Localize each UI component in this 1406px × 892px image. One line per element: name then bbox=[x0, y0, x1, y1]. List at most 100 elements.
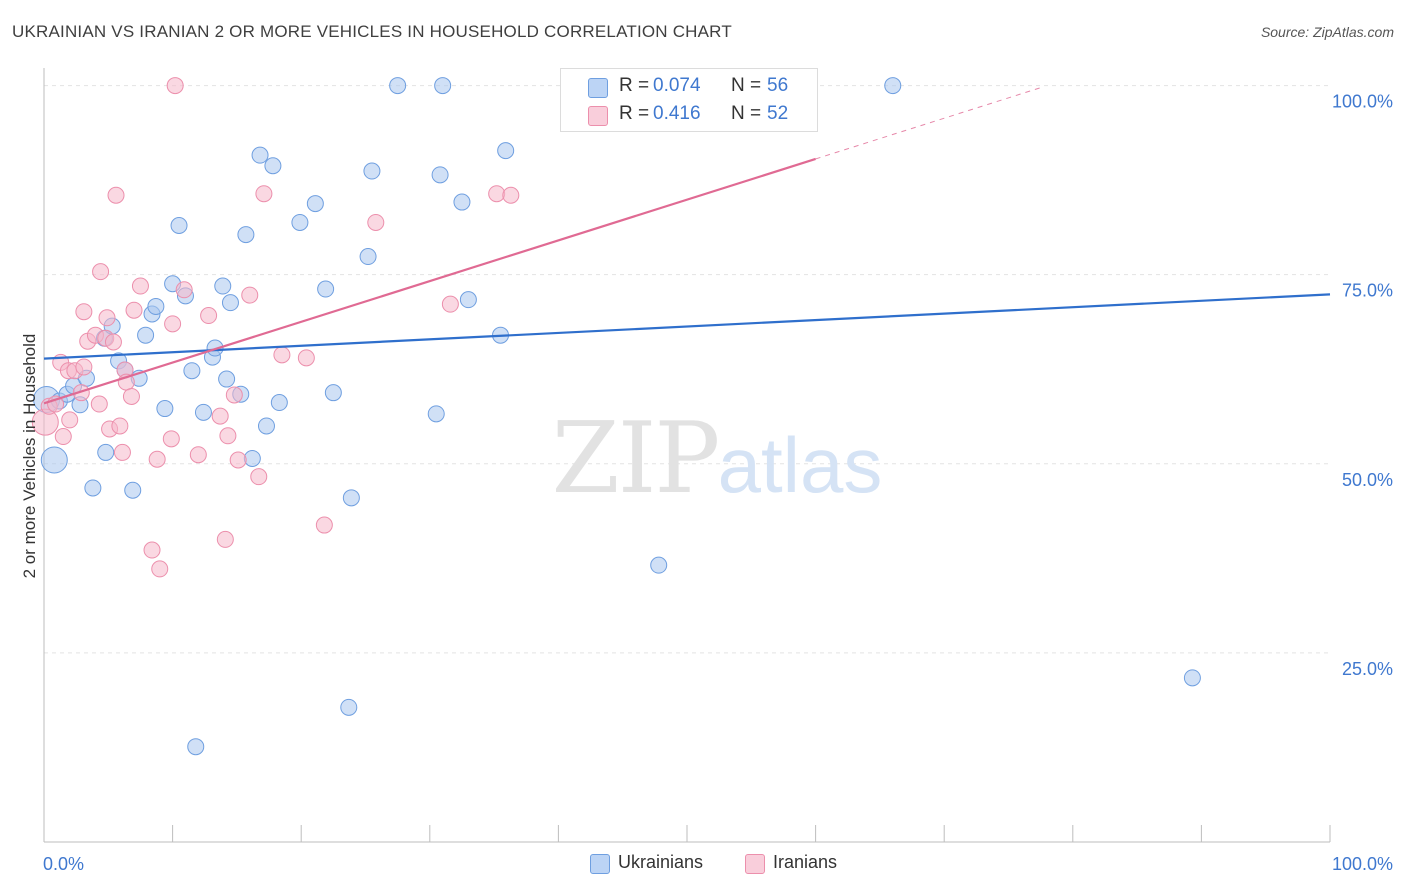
ukrainian-point bbox=[497, 142, 515, 160]
ukrainian-point bbox=[363, 162, 381, 180]
ukrainian-point bbox=[342, 489, 360, 507]
iranian-point bbox=[107, 186, 125, 204]
ukrainian-point bbox=[243, 449, 261, 467]
y-tick-label: 75.0% bbox=[1342, 281, 1393, 301]
ukrainian-point bbox=[251, 146, 269, 164]
ukrainian-point bbox=[194, 403, 212, 421]
iranian-point bbox=[175, 281, 193, 299]
iranian-point bbox=[241, 286, 259, 304]
legend-swatch-blue bbox=[588, 78, 608, 98]
ukrainian-trend-line bbox=[43, 293, 1331, 360]
watermark-zip: ZIP bbox=[552, 402, 719, 516]
legend-r-label: R = bbox=[619, 103, 650, 124]
ukrainian-point bbox=[97, 443, 115, 461]
ukrainian-point bbox=[270, 394, 288, 412]
ukrainian-point bbox=[306, 195, 324, 213]
iranian-point bbox=[122, 387, 140, 405]
legend-r-label: R = bbox=[619, 75, 650, 96]
iranian-point bbox=[72, 384, 90, 402]
ukrainian-point bbox=[237, 226, 255, 244]
legend-n-value: 56 bbox=[767, 75, 789, 96]
iranian-point bbox=[98, 309, 116, 327]
iranian-point bbox=[229, 451, 247, 469]
ukrainian-point bbox=[459, 291, 477, 309]
iranian-point bbox=[75, 303, 93, 321]
ukrainian-point bbox=[264, 157, 282, 175]
x-tick-label: 0.0% bbox=[43, 854, 84, 874]
ukrainian-point bbox=[431, 166, 449, 184]
legend-n-label: N = bbox=[731, 103, 762, 124]
iranian-point bbox=[367, 213, 385, 231]
y-tick-label: 100.0% bbox=[1332, 92, 1393, 112]
ukrainian-point bbox=[453, 193, 471, 211]
iranian-point bbox=[162, 430, 180, 448]
iranian-point bbox=[200, 307, 218, 325]
iranian-point bbox=[151, 560, 169, 578]
ukrainian-point bbox=[340, 698, 358, 716]
ukrainian-point bbox=[427, 405, 445, 423]
series-swatch-pink bbox=[745, 854, 765, 874]
iranian-point bbox=[211, 407, 229, 425]
watermark-atlas: atlas bbox=[718, 421, 883, 509]
x-tick-label: 100.0% bbox=[1332, 854, 1393, 874]
iranian-point bbox=[255, 185, 273, 203]
iranian-point bbox=[131, 277, 149, 295]
series-label-iranians: Iranians bbox=[773, 852, 838, 872]
iranian-point bbox=[219, 427, 237, 445]
legend-swatch-pink bbox=[588, 106, 608, 126]
ukrainian-point bbox=[359, 248, 377, 266]
ukrainian-point bbox=[434, 77, 452, 95]
trend-layer bbox=[43, 87, 1331, 405]
y-axis-label: 2 or more Vehicles in Household bbox=[20, 333, 39, 579]
iranian-trend-line bbox=[43, 157, 816, 405]
ukrainian-point bbox=[40, 446, 68, 474]
ukrainian-point bbox=[170, 217, 188, 235]
ukrainian-point bbox=[291, 213, 309, 231]
chart-title: UKRAINIAN VS IRANIAN 2 OR MORE VEHICLES … bbox=[12, 22, 732, 41]
ukrainian-point bbox=[147, 297, 165, 315]
grid-layer bbox=[44, 85, 1330, 654]
legend-n-value: 52 bbox=[767, 103, 789, 124]
iranian-point bbox=[111, 417, 129, 435]
iranian-point bbox=[488, 185, 506, 203]
iranian-point bbox=[61, 411, 79, 429]
ukrainian-point bbox=[1183, 669, 1201, 687]
ukrainian-point bbox=[884, 77, 902, 95]
iranian-point bbox=[75, 358, 93, 376]
ukrainian-point bbox=[317, 280, 335, 298]
legend-n-label: N = bbox=[731, 75, 762, 96]
ukrainian-point bbox=[221, 294, 239, 312]
y-tick-label: 25.0% bbox=[1342, 659, 1393, 679]
iranian-trend-extension bbox=[815, 87, 1041, 160]
chart-source: Source: ZipAtlas.com bbox=[1260, 24, 1394, 40]
iranian-point bbox=[441, 295, 459, 313]
iranian-point bbox=[164, 315, 182, 333]
ukrainian-point bbox=[218, 370, 236, 388]
iranian-point bbox=[148, 450, 166, 468]
ukrainian-point bbox=[137, 326, 155, 344]
iranian-point bbox=[125, 301, 143, 319]
series-swatch-blue bbox=[590, 854, 610, 874]
ukrainian-point bbox=[187, 738, 205, 756]
iranian-point bbox=[54, 428, 72, 446]
iranian-point bbox=[92, 263, 110, 281]
iranian-point bbox=[104, 333, 122, 351]
ukrainian-point bbox=[156, 400, 174, 418]
iranian-point bbox=[113, 443, 131, 461]
ukrainian-point bbox=[389, 77, 407, 95]
iranian-point bbox=[250, 468, 268, 486]
tick-label-layer: 25.0% 50.0% 75.0% 100.0% 0.0% 100.0% bbox=[43, 92, 1393, 874]
iranian-point bbox=[189, 446, 207, 464]
ukrainian-point bbox=[257, 417, 275, 435]
stats-legend: R = 0.074 N = 56 R = 0.416 N = 52 bbox=[560, 68, 818, 132]
iranian-point bbox=[225, 386, 243, 404]
ukrainian-point bbox=[124, 481, 142, 499]
ukrainian-point bbox=[84, 479, 102, 497]
iranian-point bbox=[143, 541, 161, 559]
ukrainian-point bbox=[214, 277, 232, 295]
legend-r-value: 0.074 bbox=[653, 75, 701, 96]
iranian-point bbox=[297, 349, 315, 367]
watermark: ZIP atlas bbox=[552, 402, 883, 516]
legend-row-ukrainians: R = 0.074 N = 56 bbox=[561, 73, 817, 101]
